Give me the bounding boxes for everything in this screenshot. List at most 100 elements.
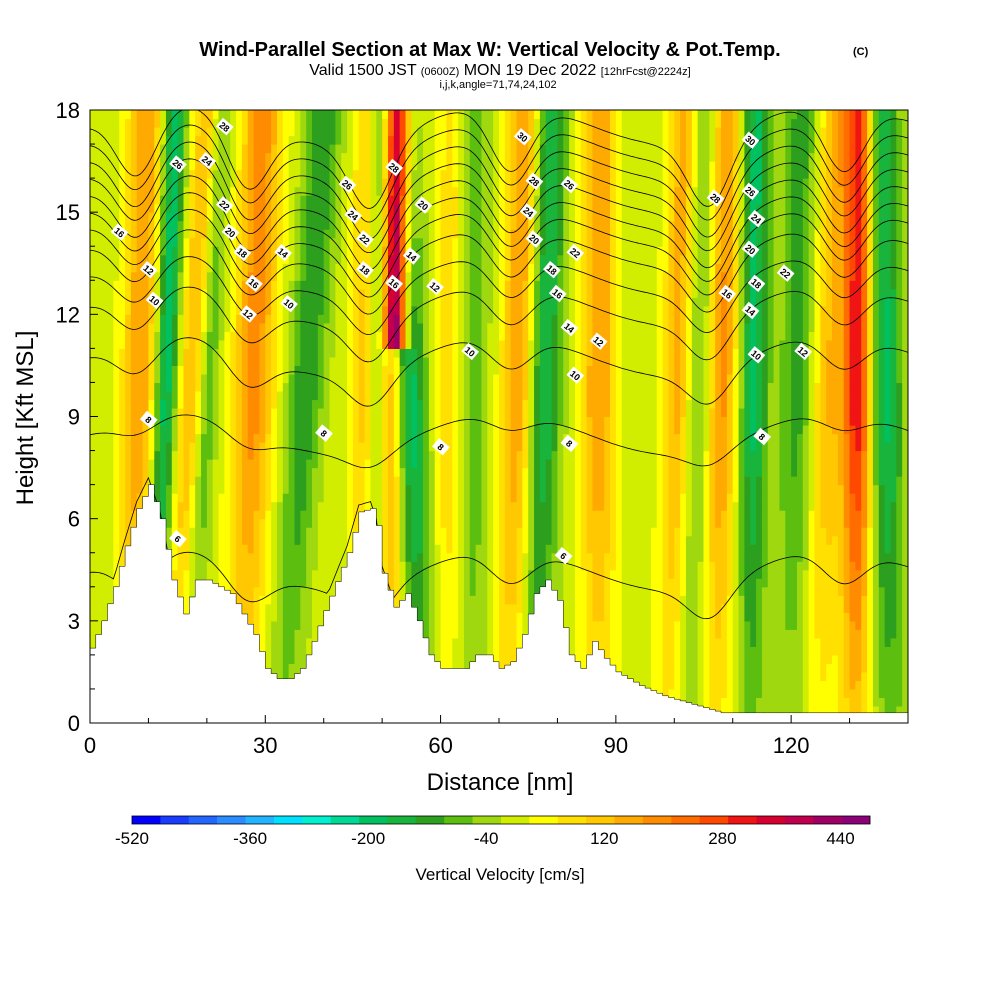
velocity-cell — [423, 339, 430, 349]
velocity-cell — [376, 390, 383, 401]
velocity-cell — [142, 297, 150, 307]
velocity-cell — [358, 331, 366, 341]
velocity-cell — [469, 620, 477, 630]
velocity-cell — [276, 493, 284, 503]
velocity-cell — [434, 152, 442, 162]
velocity-cell — [189, 263, 196, 273]
velocity-cell — [125, 314, 132, 324]
velocity-cell — [195, 552, 202, 562]
velocity-cell — [452, 663, 459, 673]
velocity-cell — [370, 152, 377, 162]
velocity-cell — [358, 186, 366, 196]
velocity-cell — [370, 493, 377, 503]
velocity-cell — [434, 518, 442, 528]
velocity-cell — [306, 220, 313, 230]
velocity-cell — [165, 476, 173, 486]
velocity-cell — [440, 586, 448, 596]
velocity-cell — [101, 459, 109, 469]
velocity-cell — [154, 493, 161, 503]
velocity-cell — [265, 280, 272, 290]
velocity-cell — [481, 297, 488, 307]
velocity-cell — [300, 186, 307, 196]
velocity-cell — [475, 254, 483, 264]
velocity-cell — [382, 552, 389, 562]
velocity-cell — [352, 297, 360, 307]
velocity-cell — [271, 178, 278, 188]
velocity-cell — [294, 169, 301, 179]
velocity-cell — [282, 135, 290, 145]
velocity-cell — [475, 629, 483, 639]
velocity-cell — [458, 654, 465, 664]
velocity-cell — [417, 220, 424, 230]
velocity-cell — [113, 322, 120, 332]
velocity-cell — [317, 203, 325, 213]
velocity-cell — [276, 612, 284, 622]
velocity-cell — [341, 339, 348, 349]
velocity-cell — [463, 407, 471, 418]
velocity-cell — [364, 297, 372, 307]
velocity-cell — [323, 510, 331, 520]
velocity-cell — [142, 118, 150, 128]
velocity-cell — [201, 493, 208, 503]
velocity-cell — [452, 399, 459, 409]
velocity-cell — [475, 612, 483, 622]
velocity-cell — [317, 152, 325, 162]
velocity-cell — [177, 220, 185, 230]
velocity-cell — [241, 186, 249, 196]
velocity-cell — [475, 339, 483, 349]
velocity-cell — [417, 322, 424, 332]
velocity-cell — [206, 229, 214, 239]
velocity-cell — [282, 382, 290, 392]
velocity-cell — [282, 552, 290, 562]
velocity-cell — [358, 433, 366, 443]
velocity-cell — [148, 339, 155, 349]
velocity-cell — [452, 467, 459, 477]
velocity-cell — [195, 518, 202, 528]
velocity-cell — [417, 459, 424, 469]
velocity-cell — [469, 637, 477, 647]
velocity-cell — [399, 331, 407, 341]
velocity-cell — [417, 501, 424, 511]
velocity-cell — [130, 416, 138, 426]
velocity-cell — [271, 569, 278, 579]
velocity-cell — [241, 365, 249, 375]
velocity-cell — [236, 322, 243, 332]
velocity-cell — [165, 390, 173, 401]
velocity-cell — [440, 271, 448, 281]
velocity-cell — [423, 331, 430, 341]
velocity-cell — [341, 476, 348, 486]
velocity-cell — [171, 203, 179, 213]
velocity-cell — [306, 246, 313, 256]
velocity-cell — [475, 356, 483, 367]
velocity-cell — [405, 297, 412, 307]
velocity-cell — [125, 322, 132, 332]
velocity-cell — [218, 356, 225, 367]
velocity-cell — [300, 501, 307, 511]
velocity-cell — [423, 407, 430, 418]
velocity-cell — [101, 339, 109, 349]
velocity-cell — [195, 373, 202, 384]
velocity-cell — [130, 203, 138, 213]
velocity-cell — [113, 161, 120, 171]
velocity-cell — [230, 186, 237, 196]
velocity-cell — [434, 510, 442, 520]
velocity-cell — [423, 305, 430, 315]
velocity-cell — [382, 493, 389, 503]
velocity-cell — [423, 510, 430, 520]
velocity-cell — [206, 382, 214, 392]
velocity-cell — [271, 518, 278, 528]
velocity-cell — [183, 178, 190, 188]
velocity-cell — [399, 110, 407, 120]
velocity-cell — [387, 501, 395, 511]
velocity-cell — [236, 518, 243, 528]
velocity-cell — [171, 493, 179, 503]
velocity-cell — [446, 450, 453, 460]
velocity-cell — [107, 220, 114, 230]
velocity-cell — [201, 271, 208, 281]
velocity-cell — [113, 237, 120, 247]
velocity-cell — [259, 288, 266, 298]
velocity-cell — [323, 195, 331, 205]
velocity-cell — [469, 229, 477, 239]
velocity-cell — [107, 195, 114, 205]
velocity-cell — [335, 135, 342, 145]
